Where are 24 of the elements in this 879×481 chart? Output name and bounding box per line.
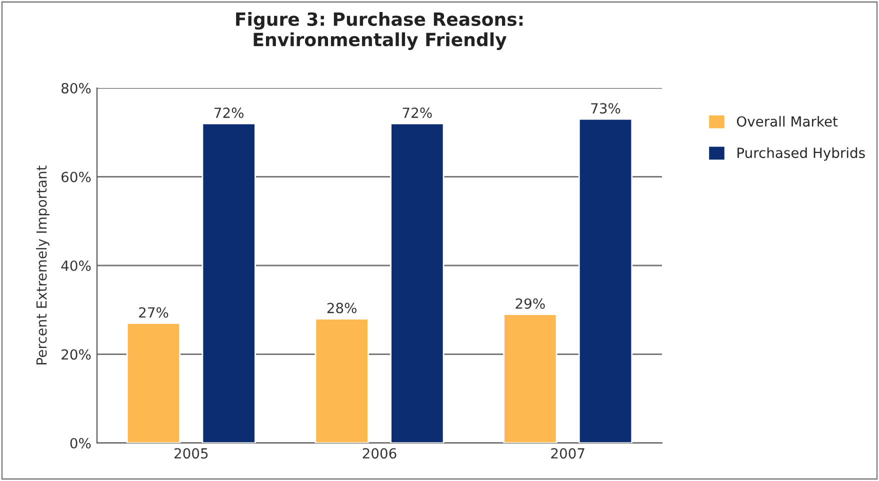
y-axis-title: Percent Extremely Important bbox=[36, 166, 50, 364]
y-tick-label: 0% bbox=[70, 438, 91, 448]
bar bbox=[202, 122, 256, 443]
y-tick-label: 60% bbox=[62, 172, 91, 182]
data-label: 29% bbox=[516, 298, 545, 309]
x-tick-label: 2007 bbox=[551, 448, 584, 459]
bar bbox=[390, 122, 444, 443]
x-tick-label: 2006 bbox=[362, 448, 396, 459]
y-tick-label: 40% bbox=[61, 260, 91, 271]
x-tick-label: 2005 bbox=[174, 448, 208, 459]
legend-label: Overall Market bbox=[736, 116, 838, 127]
bar bbox=[503, 314, 558, 443]
data-label: 27% bbox=[139, 307, 168, 318]
data-label: 73% bbox=[591, 103, 620, 114]
y-tick-label: 20% bbox=[62, 349, 91, 360]
data-label: 28% bbox=[327, 302, 356, 314]
data-label: 72% bbox=[214, 108, 244, 118]
bar bbox=[126, 322, 181, 443]
legend-label: Purchased Hybrids bbox=[738, 147, 865, 161]
bar bbox=[578, 118, 633, 443]
data-label: 72% bbox=[402, 108, 432, 118]
bar bbox=[314, 318, 369, 443]
y-tick-label: 80% bbox=[62, 82, 91, 94]
chart-title: Figure 3: Purchase Reasons: Environmentally Friendly bbox=[236, 12, 523, 50]
